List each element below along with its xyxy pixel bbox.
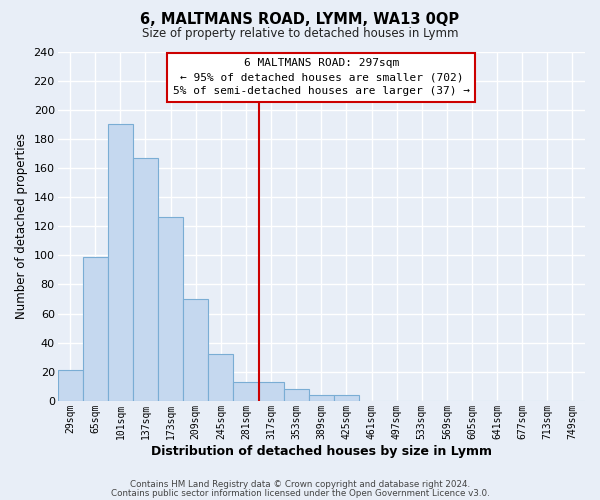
Bar <box>133 158 158 401</box>
Bar <box>108 124 133 401</box>
Y-axis label: Number of detached properties: Number of detached properties <box>15 133 28 319</box>
Bar <box>83 257 108 401</box>
Text: 6 MALTMANS ROAD: 297sqm
← 95% of detached houses are smaller (702)
5% of semi-de: 6 MALTMANS ROAD: 297sqm ← 95% of detache… <box>173 58 470 96</box>
Bar <box>208 354 233 401</box>
Text: Contains HM Land Registry data © Crown copyright and database right 2024.: Contains HM Land Registry data © Crown c… <box>130 480 470 489</box>
Bar <box>334 395 359 401</box>
Bar <box>284 390 309 401</box>
Bar <box>259 382 284 401</box>
Text: Contains public sector information licensed under the Open Government Licence v3: Contains public sector information licen… <box>110 488 490 498</box>
Bar <box>309 395 334 401</box>
Text: 6, MALTMANS ROAD, LYMM, WA13 0QP: 6, MALTMANS ROAD, LYMM, WA13 0QP <box>140 12 460 28</box>
Text: Size of property relative to detached houses in Lymm: Size of property relative to detached ho… <box>142 28 458 40</box>
X-axis label: Distribution of detached houses by size in Lymm: Distribution of detached houses by size … <box>151 444 492 458</box>
Bar <box>233 382 259 401</box>
Bar <box>58 370 83 401</box>
Bar <box>158 218 183 401</box>
Bar <box>183 299 208 401</box>
